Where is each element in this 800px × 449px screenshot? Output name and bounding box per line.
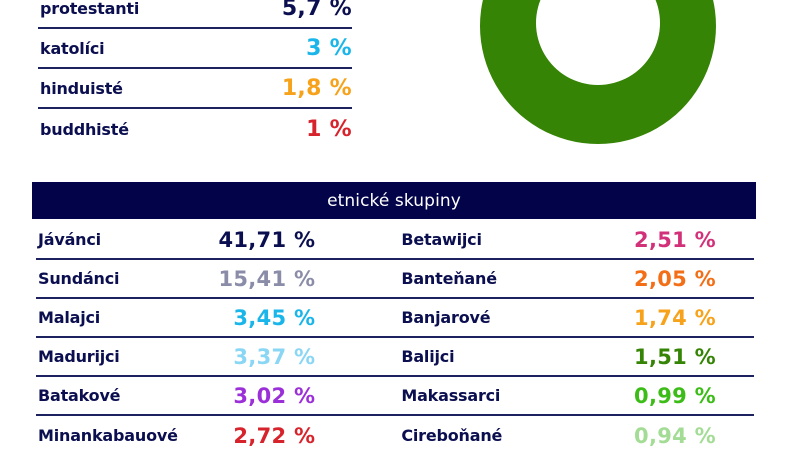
ethnic-cell: Jávánci 41,71 %: [36, 221, 315, 258]
religion-value: 5,7 %: [281, 0, 352, 21]
religion-value: 3 %: [306, 35, 352, 61]
ethnic-row: Jávánci 41,71 % Betawijci 2,51 %: [36, 221, 754, 260]
ethnic-row: Minankabauové 2,72 % Cireboňané 0,94 %: [36, 416, 754, 449]
ethnic-cell: Minankabauové 2,72 %: [36, 416, 315, 449]
ethnic-label: Minankabauové: [38, 426, 178, 445]
ethnic-cell: Betawijci 2,51 %: [401, 221, 754, 258]
ethnic-row: Madurijci 3,37 % Balijci 1,51 %: [36, 338, 754, 377]
ethnic-label: Cireboňané: [401, 426, 503, 445]
ethnic-value: 2,05 %: [634, 266, 716, 291]
ethnic-groups-header: etnické skupiny: [32, 182, 756, 219]
religion-row: protestanti 5,7 %: [38, 0, 352, 29]
ethnic-cell: Cireboňané 0,94 %: [401, 416, 754, 449]
religion-value: 1 %: [306, 116, 352, 142]
ethnic-value: 0,94 %: [634, 423, 716, 448]
religion-row: katolíci 3 %: [38, 29, 352, 69]
ethnic-value: 2,51 %: [634, 227, 716, 252]
ethnic-value: 1,74 %: [634, 305, 716, 330]
religion-table: protestanti 5,7 % katolíci 3 % hinduisté…: [38, 0, 352, 149]
ethnic-row: Batakové 3,02 % Makassarci 0,99 %: [36, 377, 754, 416]
ethnic-value: 1,51 %: [634, 344, 716, 369]
ethnic-cell: Malajci 3,45 %: [36, 299, 315, 336]
ethnic-value: 41,71 %: [218, 227, 316, 252]
religion-row: buddhisté 1 %: [38, 109, 352, 149]
ethnic-value: 0,99 %: [634, 383, 716, 408]
ethnic-value: 2,72 %: [233, 423, 316, 448]
ethnic-label: Malajci: [38, 308, 101, 327]
religion-value: 1,8 %: [281, 75, 352, 101]
religion-label: hinduisté: [40, 78, 123, 98]
ethnic-cell: Banteňané 2,05 %: [401, 260, 754, 297]
ethnic-label: Banteňané: [401, 269, 497, 288]
ethnic-cell: Banjarové 1,74 %: [401, 299, 754, 336]
ethnic-groups-title: etnické skupiny: [327, 190, 461, 211]
ethnic-value: 3,02 %: [233, 383, 316, 408]
ethnic-label: Makassarci: [401, 386, 501, 405]
ethnic-cell: Madurijci 3,37 %: [36, 338, 315, 375]
ethnic-cell: Balijci 1,51 %: [401, 338, 754, 375]
ethnic-label: Balijci: [401, 347, 455, 366]
ethnic-cell: Makassarci 0,99 %: [401, 377, 754, 414]
donut-ring: [480, 0, 716, 144]
ethnic-row: Malajci 3,45 % Banjarové 1,74 %: [36, 299, 754, 338]
religion-label: protestanti: [40, 0, 140, 18]
religion-label: katolíci: [40, 38, 105, 58]
ethnic-label: Sundánci: [38, 269, 120, 288]
ethnic-row: Sundánci 15,41 % Banteňané 2,05 %: [36, 260, 754, 299]
religion-row: hinduisté 1,8 %: [38, 69, 352, 109]
religion-label: buddhisté: [40, 119, 129, 139]
ethnic-value: 3,45 %: [233, 305, 316, 330]
ethnic-cell: Sundánci 15,41 %: [36, 260, 315, 297]
ethnic-value: 15,41 %: [218, 266, 316, 291]
ethnic-value: 3,37 %: [233, 344, 316, 369]
ethnic-table: Jávánci 41,71 % Betawijci 2,51 % Sundánc…: [36, 221, 754, 449]
ethnic-label: Betawijci: [401, 230, 482, 249]
ethnic-label: Jávánci: [38, 230, 101, 249]
ethnic-label: Banjarové: [401, 308, 491, 327]
ethnic-label: Batakové: [38, 386, 121, 405]
ethnic-cell: Batakové 3,02 %: [36, 377, 315, 414]
ethnic-label: Madurijci: [38, 347, 120, 366]
